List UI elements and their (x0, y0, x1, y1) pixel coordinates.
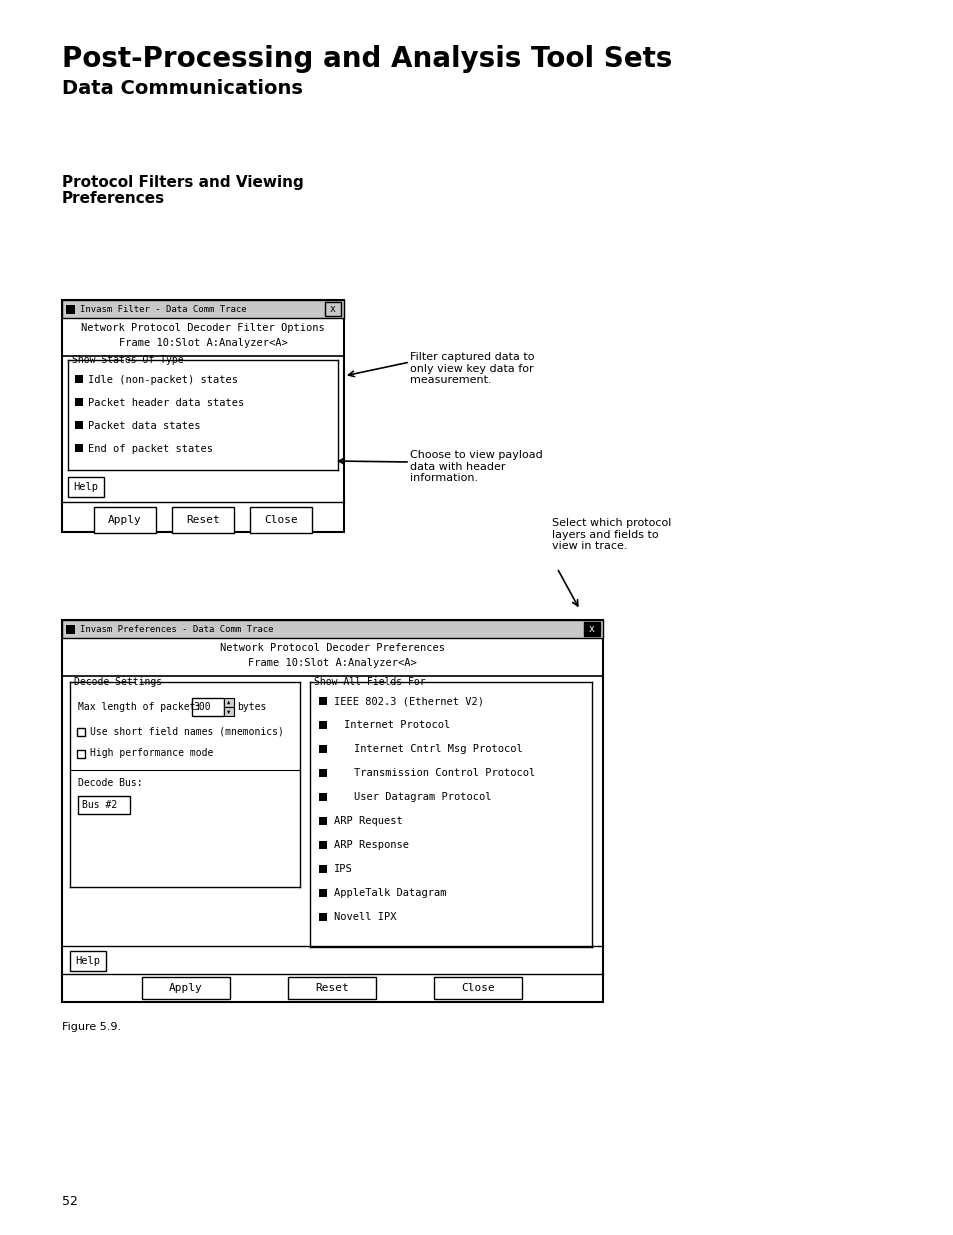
Text: x: x (588, 624, 595, 634)
Text: Invasm Filter - Data Comm Trace: Invasm Filter - Data Comm Trace (80, 305, 247, 314)
Text: 300: 300 (193, 701, 211, 713)
Text: Protocol Filters and Viewing: Protocol Filters and Viewing (62, 175, 303, 190)
Text: Help: Help (73, 482, 98, 492)
Bar (172, 508, 233, 534)
Text: Post-Processing and Analysis Tool Sets: Post-Processing and Analysis Tool Sets (62, 44, 672, 73)
Text: Close: Close (460, 983, 495, 993)
Text: IEEE 802.3 (Ethernet V2): IEEE 802.3 (Ethernet V2) (334, 697, 483, 706)
Text: User Datagram Protocol: User Datagram Protocol (354, 792, 491, 802)
Bar (77, 727, 85, 736)
Bar (224, 698, 233, 706)
Text: High performance mode: High performance mode (90, 748, 213, 758)
Text: Network Protocol Decoder Preferences: Network Protocol Decoder Preferences (220, 643, 444, 653)
Text: Preferences: Preferences (62, 191, 165, 206)
Text: Packet data states: Packet data states (88, 421, 200, 431)
Bar (70, 951, 106, 971)
Text: ARP Request: ARP Request (334, 816, 402, 826)
Text: ARP Response: ARP Response (334, 840, 409, 850)
Text: Select which protocol
layers and fields to
view in trace.: Select which protocol layers and fields … (552, 517, 671, 551)
Bar (62, 300, 344, 532)
Bar (62, 620, 602, 1002)
Text: Close: Close (264, 515, 297, 525)
Text: Reset: Reset (186, 515, 219, 525)
Bar (142, 977, 230, 999)
Bar (62, 620, 602, 638)
Bar (68, 477, 104, 496)
Bar (434, 977, 521, 999)
Bar (75, 398, 83, 406)
Bar (94, 508, 156, 534)
Text: Transmission Control Protocol: Transmission Control Protocol (354, 768, 535, 778)
Text: Invasm Preferences - Data Comm Trace: Invasm Preferences - Data Comm Trace (80, 625, 274, 634)
Bar (192, 698, 224, 716)
Text: AppleTalk Datagram: AppleTalk Datagram (334, 888, 446, 898)
Text: End of packet states: End of packet states (88, 445, 213, 454)
Bar (318, 889, 327, 897)
Bar (318, 769, 327, 777)
Bar (75, 421, 83, 429)
Text: Internet Cntrl Msg Protocol: Internet Cntrl Msg Protocol (354, 743, 522, 755)
Bar (318, 864, 327, 873)
Bar (318, 697, 327, 705)
Bar (325, 303, 340, 316)
Bar (250, 508, 312, 534)
Text: Figure 5.9.: Figure 5.9. (62, 1023, 121, 1032)
Bar (318, 913, 327, 921)
Bar (78, 797, 130, 814)
Text: Network Protocol Decoder Filter Options: Network Protocol Decoder Filter Options (81, 324, 325, 333)
Bar (318, 721, 327, 729)
Text: Use short field names (mnemonics): Use short field names (mnemonics) (90, 726, 284, 736)
Text: x: x (330, 304, 335, 314)
Bar (583, 622, 599, 636)
Text: Frame 10:Slot A:Analyzer<A>: Frame 10:Slot A:Analyzer<A> (248, 658, 416, 668)
Text: Help: Help (75, 956, 100, 966)
Text: Apply: Apply (169, 983, 203, 993)
Text: Show All Fields For: Show All Fields For (314, 677, 425, 687)
Text: Decode Bus:: Decode Bus: (78, 778, 143, 788)
Text: Filter captured data to
only view key data for
measurement.: Filter captured data to only view key da… (410, 352, 534, 385)
Bar (77, 750, 85, 758)
Text: ▲: ▲ (227, 699, 231, 704)
Text: IPS: IPS (334, 864, 353, 874)
Text: Frame 10:Slot A:Analyzer<A>: Frame 10:Slot A:Analyzer<A> (118, 338, 287, 348)
Bar (62, 300, 344, 317)
Bar (75, 375, 83, 383)
Bar (318, 841, 327, 848)
Bar (318, 793, 327, 802)
Text: Choose to view payload
data with header
information.: Choose to view payload data with header … (410, 450, 542, 483)
Text: ▼: ▼ (227, 709, 231, 715)
Bar (67, 305, 75, 314)
Text: Packet header data states: Packet header data states (88, 398, 244, 408)
Text: Idle (non-packet) states: Idle (non-packet) states (88, 375, 237, 385)
Text: Reset: Reset (314, 983, 349, 993)
Text: Show States Of Type: Show States Of Type (71, 354, 183, 366)
Text: Internet Protocol: Internet Protocol (344, 720, 450, 730)
Text: Apply: Apply (108, 515, 142, 525)
Bar (75, 445, 83, 452)
Text: Data Communications: Data Communications (62, 79, 302, 98)
Bar (67, 625, 75, 634)
Text: Novell IPX: Novell IPX (334, 911, 396, 923)
Text: bytes: bytes (236, 701, 266, 713)
Bar (288, 977, 375, 999)
Bar (318, 818, 327, 825)
Text: Decode Settings: Decode Settings (74, 677, 162, 687)
Text: Bus #2: Bus #2 (82, 800, 117, 810)
Bar (318, 745, 327, 753)
Text: 52: 52 (62, 1195, 78, 1208)
Bar (224, 706, 233, 716)
Text: Max length of packet:: Max length of packet: (78, 701, 201, 713)
